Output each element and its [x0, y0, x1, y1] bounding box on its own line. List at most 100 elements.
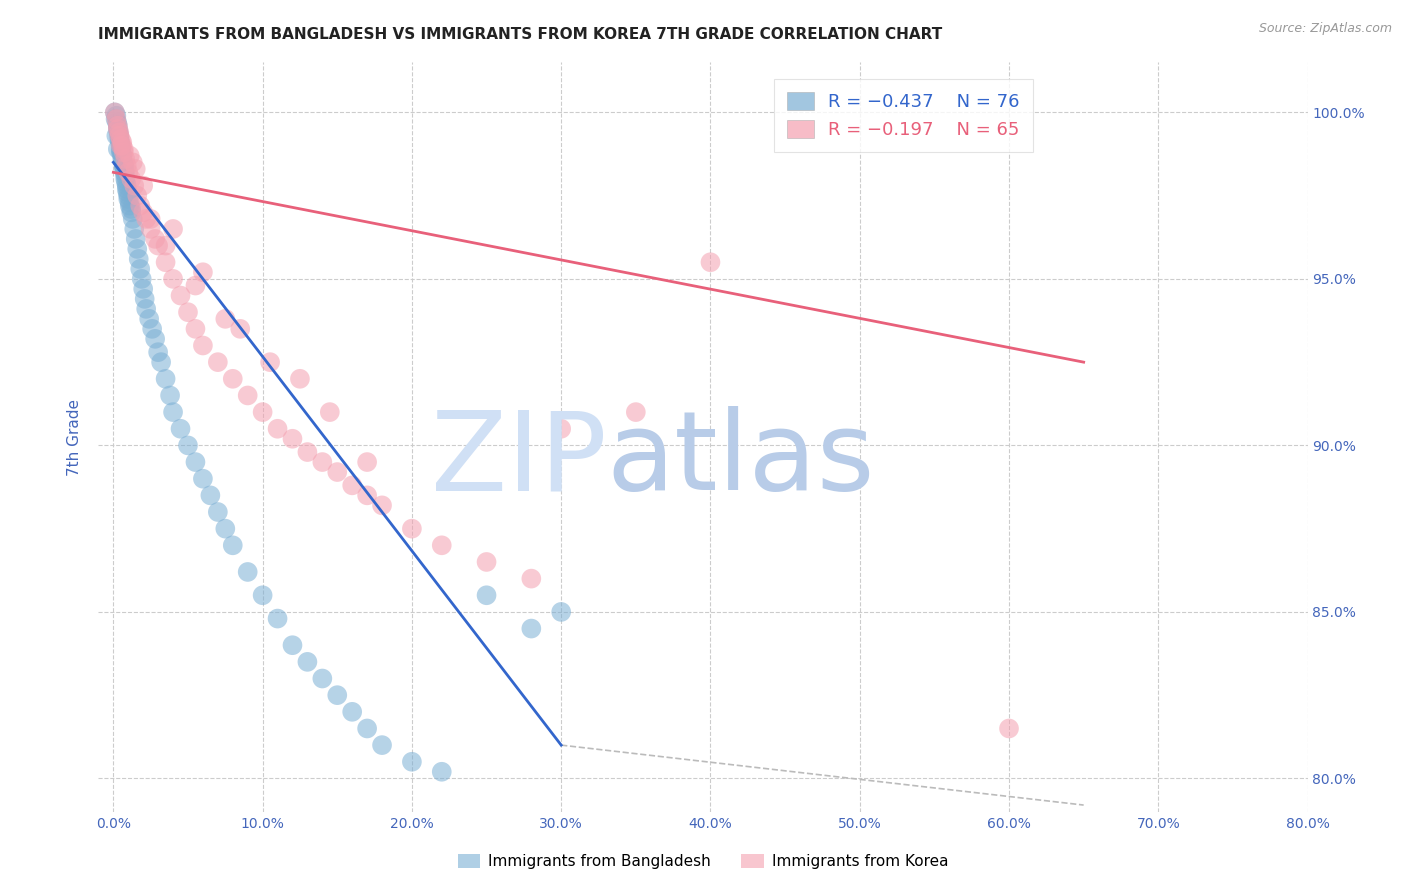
Point — [120, 202, 142, 216]
Point — [146, 345, 169, 359]
Point — [132, 205, 155, 219]
Point — [191, 338, 214, 352]
Point — [998, 722, 1021, 736]
Point — [112, 142, 135, 156]
Point — [184, 455, 207, 469]
Point — [104, 105, 127, 120]
Point — [122, 178, 145, 193]
Point — [550, 422, 572, 436]
Point — [115, 175, 138, 189]
Point — [214, 311, 236, 326]
Point — [550, 605, 572, 619]
Point — [121, 155, 143, 169]
Point — [129, 199, 152, 213]
Point — [252, 588, 274, 602]
Text: atlas: atlas — [606, 406, 875, 513]
Y-axis label: 7th Grade: 7th Grade — [67, 399, 83, 475]
Point — [401, 755, 423, 769]
Point — [110, 145, 132, 160]
Point — [297, 445, 319, 459]
Point — [430, 538, 453, 552]
Point — [108, 128, 131, 143]
Point — [115, 182, 138, 196]
Point — [356, 455, 378, 469]
Point — [135, 301, 157, 316]
Point — [128, 252, 150, 266]
Point — [117, 165, 139, 179]
Point — [127, 188, 149, 202]
Point — [319, 405, 342, 419]
Point — [207, 505, 229, 519]
Point — [356, 722, 378, 736]
Point — [131, 272, 153, 286]
Point — [475, 588, 498, 602]
Point — [236, 565, 259, 579]
Point — [108, 125, 131, 139]
Point — [110, 142, 132, 156]
Point — [122, 222, 145, 236]
Point — [134, 292, 156, 306]
Point — [184, 322, 207, 336]
Point — [139, 211, 162, 226]
Point — [125, 161, 148, 176]
Point — [297, 655, 319, 669]
Point — [143, 332, 166, 346]
Point — [105, 109, 128, 123]
Point — [107, 119, 129, 133]
Point — [288, 372, 311, 386]
Point — [162, 272, 184, 286]
Point — [105, 115, 128, 129]
Point — [108, 136, 131, 150]
Point — [155, 255, 177, 269]
Point — [207, 355, 229, 369]
Point — [162, 405, 184, 419]
Point — [146, 238, 169, 252]
Legend: R = −0.437    N = 76, R = −0.197    N = 65: R = −0.437 N = 76, R = −0.197 N = 65 — [775, 79, 1032, 152]
Point — [252, 405, 274, 419]
Point — [107, 119, 129, 133]
Point — [118, 199, 141, 213]
Point — [281, 638, 304, 652]
Point — [266, 422, 288, 436]
Point — [371, 499, 394, 513]
Point — [132, 178, 155, 193]
Point — [143, 232, 166, 246]
Point — [177, 438, 200, 452]
Point — [159, 388, 181, 402]
Point — [127, 242, 149, 256]
Point — [150, 355, 173, 369]
Point — [107, 122, 129, 136]
Point — [155, 238, 177, 252]
Point — [266, 611, 288, 625]
Point — [371, 738, 394, 752]
Point — [340, 705, 363, 719]
Point — [111, 136, 134, 150]
Text: IMMIGRANTS FROM BANGLADESH VS IMMIGRANTS FROM KOREA 7TH GRADE CORRELATION CHART: IMMIGRANTS FROM BANGLADESH VS IMMIGRANTS… — [98, 27, 942, 42]
Point — [120, 205, 142, 219]
Point — [112, 159, 135, 173]
Point — [326, 688, 349, 702]
Point — [111, 138, 134, 153]
Point — [108, 128, 131, 143]
Point — [111, 152, 134, 166]
Point — [155, 372, 177, 386]
Point — [162, 222, 184, 236]
Point — [117, 188, 139, 202]
Point — [214, 522, 236, 536]
Point — [624, 405, 647, 419]
Legend: Immigrants from Bangladesh, Immigrants from Korea: Immigrants from Bangladesh, Immigrants f… — [451, 848, 955, 875]
Point — [121, 211, 143, 226]
Point — [115, 178, 138, 193]
Point — [118, 149, 141, 163]
Point — [125, 232, 148, 246]
Point — [229, 322, 252, 336]
Point — [141, 322, 163, 336]
Point — [105, 128, 128, 143]
Point — [169, 422, 191, 436]
Point — [118, 195, 141, 210]
Point — [104, 105, 127, 120]
Point — [311, 455, 333, 469]
Point — [108, 132, 131, 146]
Point — [114, 169, 136, 183]
Point — [114, 152, 136, 166]
